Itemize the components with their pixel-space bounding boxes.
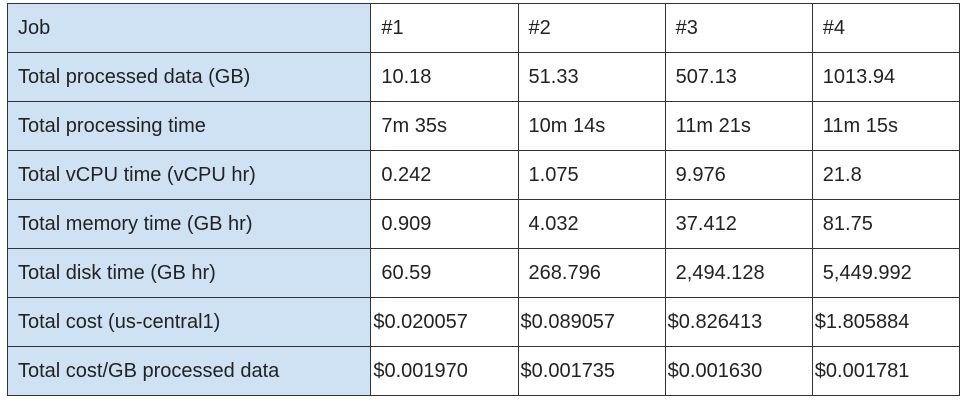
- cell: 9.976: [664, 150, 813, 200]
- cell: $0.826413: [664, 297, 813, 347]
- cell: 0.909: [370, 199, 519, 249]
- row-label: Job: [6, 3, 372, 53]
- cell: 7m 35s: [370, 101, 519, 151]
- cell: #2: [517, 3, 666, 53]
- cell: 268.796: [517, 248, 666, 298]
- cell: 0.242: [370, 150, 519, 200]
- row-label: Total cost (us-central1): [6, 297, 372, 347]
- cell: 21.8: [811, 150, 961, 200]
- header-row: Job #1 #2 #3 #4: [6, 3, 961, 53]
- job-table: Job #1 #2 #3 #4 Total processed data (GB) 10.1…: [6, 3, 961, 396]
- cell: 4.032: [517, 199, 666, 249]
- cell: 60.59: [370, 248, 519, 298]
- table-row: Total vCPU time (vCPU hr) 0.242 1.075 9.976…: [6, 150, 961, 200]
- cell: 11m 21s: [664, 101, 813, 151]
- cell: 81.75: [811, 199, 961, 249]
- cell: 37.412: [664, 199, 813, 249]
- cell: $0.001781: [811, 346, 961, 396]
- table-row: Total cost (us-central1) $0.020057 $0.0890…: [6, 297, 961, 347]
- cell: #4: [811, 3, 961, 53]
- table-row: Total processed data (GB) 10.18 51.33 507.1…: [6, 52, 961, 102]
- row-label: Total cost/GB processed data: [6, 346, 372, 396]
- table-row: Total disk time (GB hr) 60.59 268.796 2,494…: [6, 248, 961, 298]
- cell: $0.001970: [370, 346, 519, 396]
- cell: $0.089057: [517, 297, 666, 347]
- cell: $0.001630: [664, 346, 813, 396]
- cell: 10m 14s: [517, 101, 666, 151]
- table-row: Total cost/GB processed data $0.001970 $0.…: [6, 346, 961, 396]
- cell: 1013.94: [811, 52, 961, 102]
- cell: 1.075: [517, 150, 666, 200]
- cell: 5,449.992: [811, 248, 961, 298]
- cell: $1.805884: [811, 297, 961, 347]
- cell: 2,494.128: [664, 248, 813, 298]
- cell: $0.020057: [370, 297, 519, 347]
- table-row: Total processing time 7m 35s 10m 14s 11m 21…: [6, 101, 961, 151]
- cell: 10.18: [370, 52, 519, 102]
- cell: #3: [664, 3, 813, 53]
- cell: 51.33: [517, 52, 666, 102]
- cell: 11m 15s: [811, 101, 961, 151]
- table-body: Job #1 #2 #3 #4 Total processed data (GB) 10.1…: [6, 3, 961, 396]
- cell: 507.13: [664, 52, 813, 102]
- row-label: Total vCPU time (vCPU hr): [6, 150, 372, 200]
- table-row: Total memory time (GB hr) 0.909 4.032 37.41…: [6, 199, 961, 249]
- row-label: Total memory time (GB hr): [6, 199, 372, 249]
- row-label: Total disk time (GB hr): [6, 248, 372, 298]
- row-label: Total processing time: [6, 101, 372, 151]
- row-label: Total processed data (GB): [6, 52, 372, 102]
- cell: #1: [370, 3, 519, 53]
- cell: $0.001735: [517, 346, 666, 396]
